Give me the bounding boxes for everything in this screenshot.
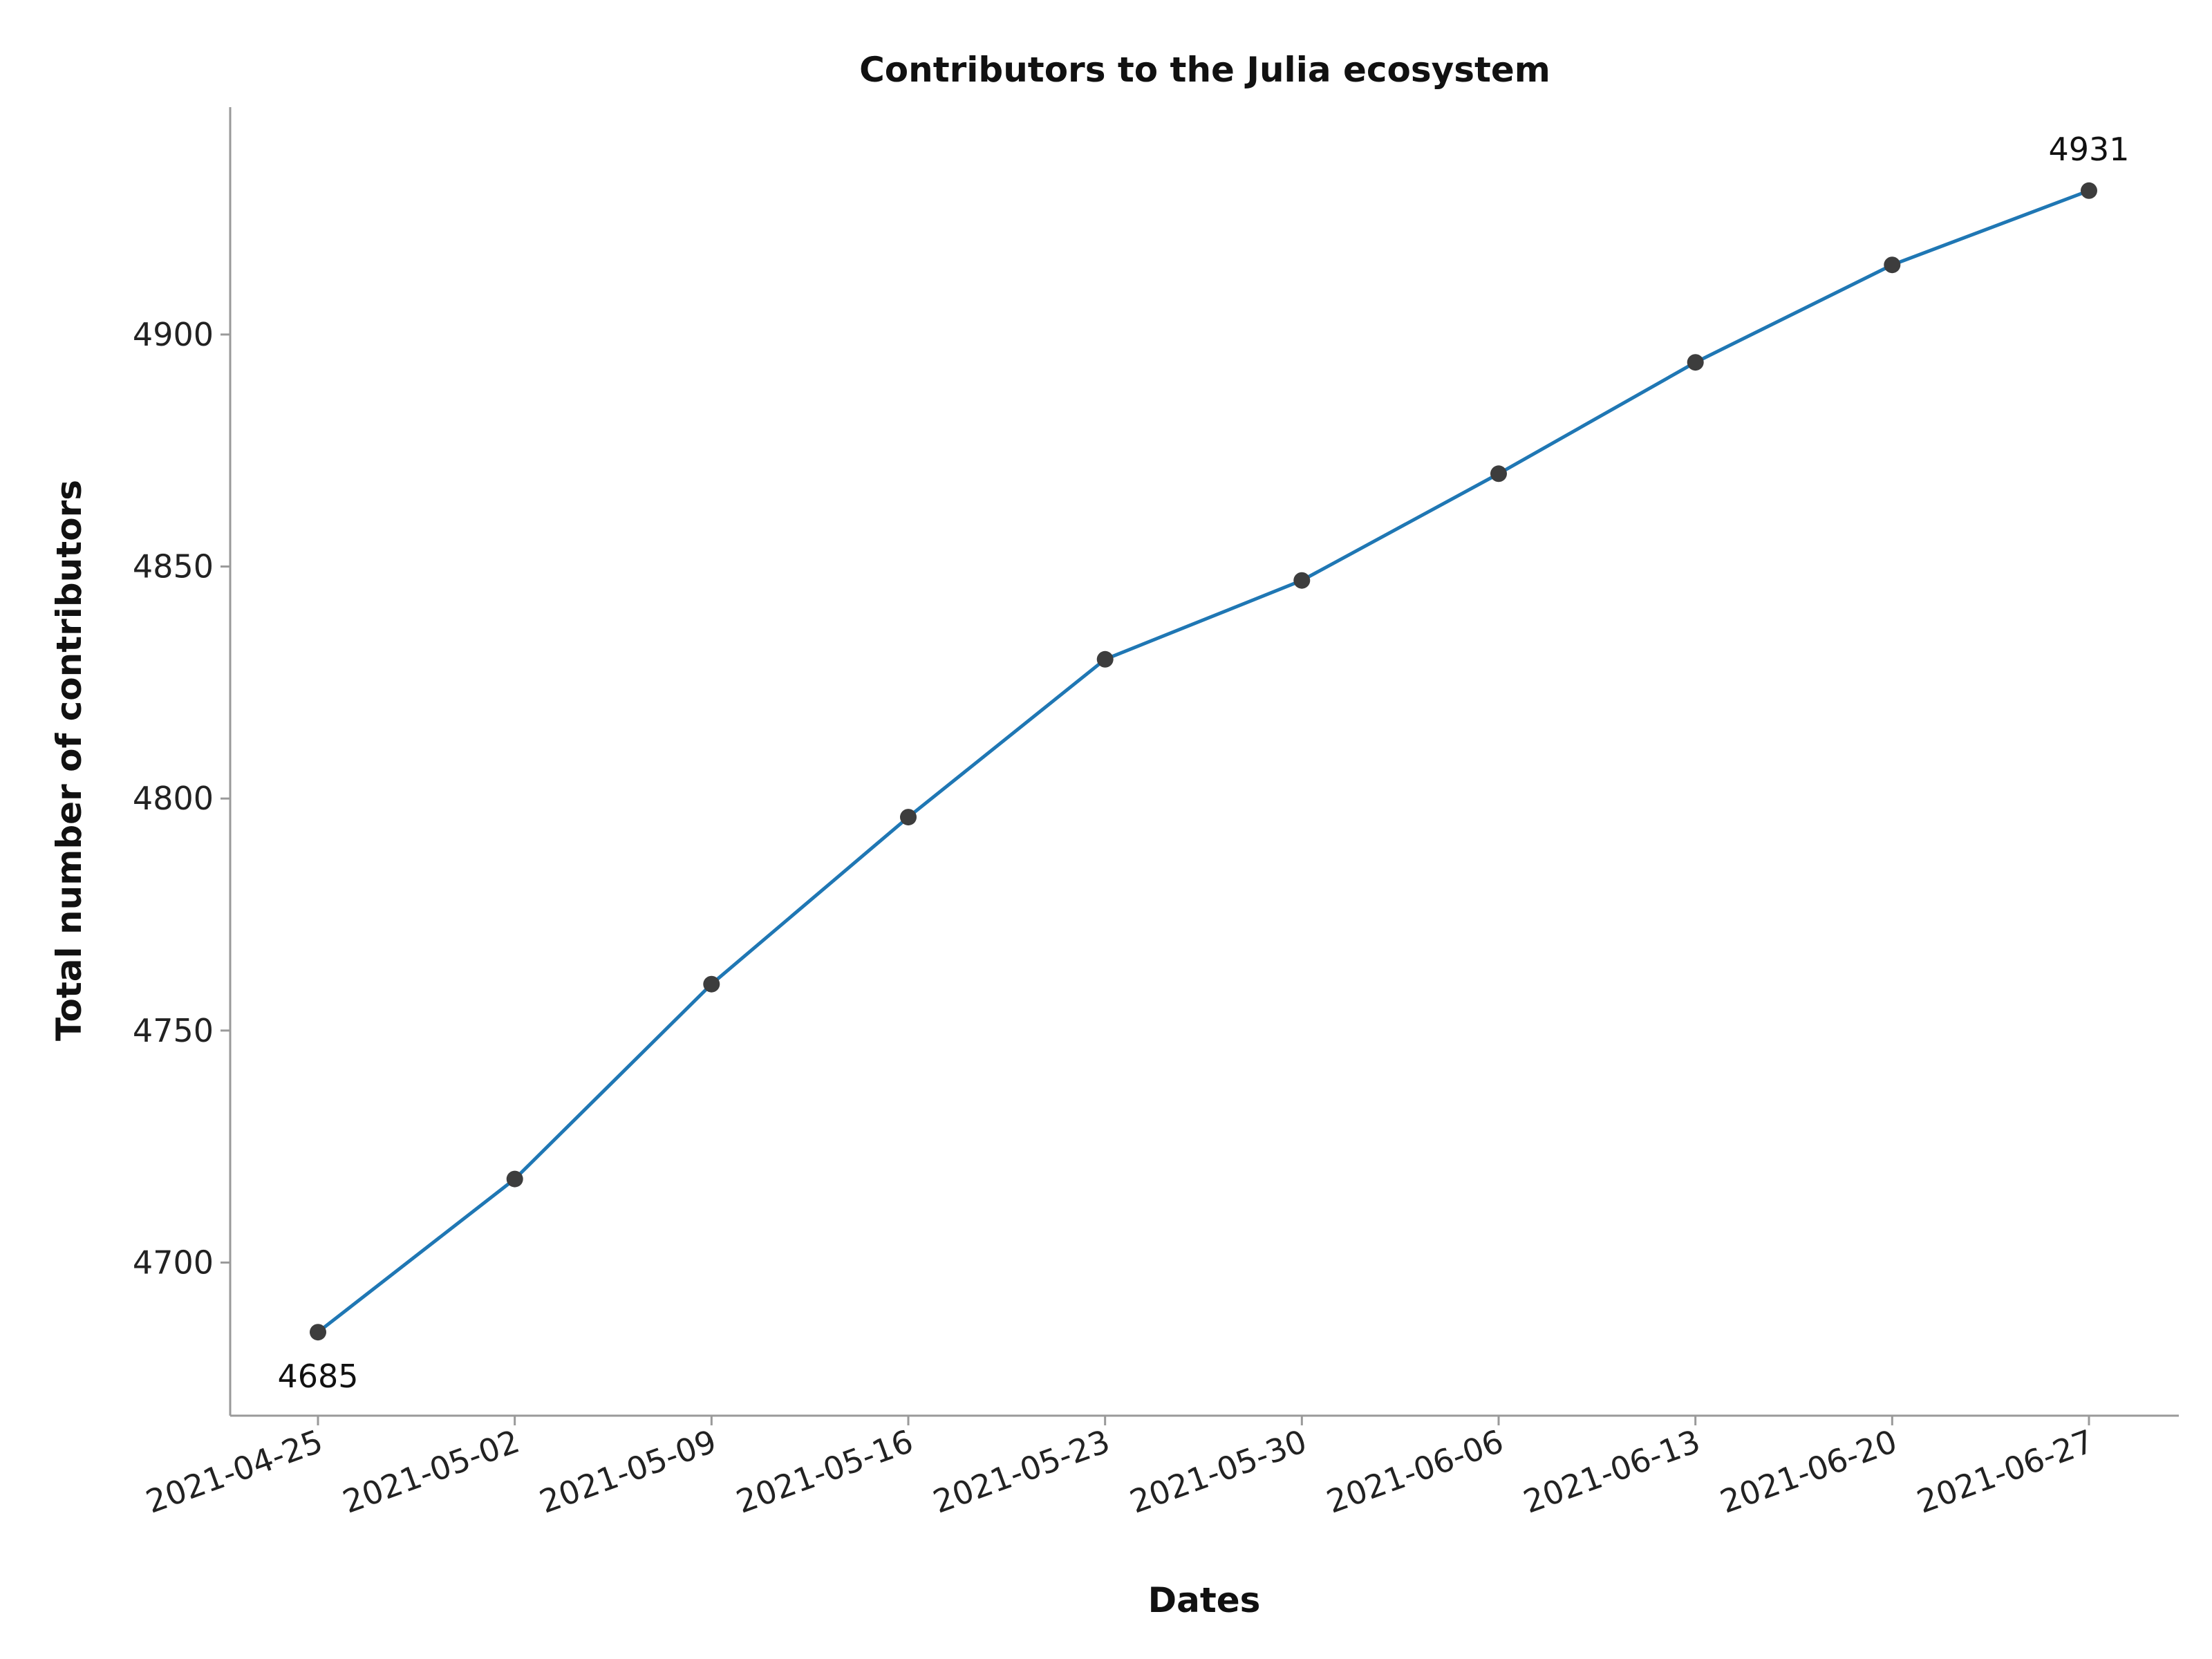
data-point bbox=[2081, 182, 2097, 199]
data-labels: 4685 4931 bbox=[277, 131, 2129, 1395]
y-tick-label: 4850 bbox=[133, 548, 214, 585]
x-tick-label: 2021-05-16 bbox=[731, 1423, 918, 1521]
y-axis-ticks: 4700 4750 4800 4850 4900 bbox=[133, 316, 230, 1281]
data-label: 4931 bbox=[2048, 131, 2129, 168]
data-point bbox=[310, 1324, 326, 1341]
series-layer bbox=[310, 182, 2097, 1341]
y-tick-label: 4800 bbox=[133, 780, 214, 817]
x-tick-label: 2021-06-20 bbox=[1715, 1423, 1902, 1521]
x-tick-label: 2021-05-09 bbox=[534, 1423, 721, 1521]
x-tick-label: 2021-05-23 bbox=[928, 1423, 1115, 1521]
y-tick-label: 4900 bbox=[133, 316, 214, 353]
x-tick-label: 2021-05-30 bbox=[1125, 1423, 1311, 1521]
x-tick-label: 2021-06-27 bbox=[1912, 1423, 2099, 1521]
x-tick-label: 2021-06-13 bbox=[1519, 1423, 1705, 1521]
data-label: 4685 bbox=[277, 1358, 358, 1395]
data-point bbox=[900, 809, 917, 826]
x-tick-label: 2021-05-02 bbox=[338, 1423, 525, 1521]
data-point bbox=[1293, 572, 1311, 589]
data-point bbox=[703, 975, 720, 993]
y-tick-label: 4750 bbox=[133, 1012, 214, 1049]
data-point bbox=[1096, 650, 1114, 668]
series-line bbox=[316, 189, 2091, 1334]
x-axis-title: Dates bbox=[1148, 1580, 1261, 1620]
x-tick-label: 2021-06-06 bbox=[1322, 1423, 1508, 1521]
x-tick-label: 2021-04-25 bbox=[141, 1423, 328, 1521]
axes bbox=[229, 107, 2179, 1417]
data-point bbox=[506, 1170, 523, 1188]
data-point bbox=[1884, 256, 1901, 274]
y-axis-title: Total number of contributors bbox=[49, 480, 89, 1041]
y-tick-label: 4700 bbox=[133, 1244, 214, 1281]
data-point bbox=[1687, 354, 1704, 371]
x-axis-ticks: 2021-04-25 2021-05-02 2021-05-09 2021-05-16… bbox=[141, 1416, 2099, 1521]
data-point bbox=[1490, 465, 1507, 482]
chart-title: Contributors to the Julia ecosystem bbox=[859, 50, 1550, 90]
